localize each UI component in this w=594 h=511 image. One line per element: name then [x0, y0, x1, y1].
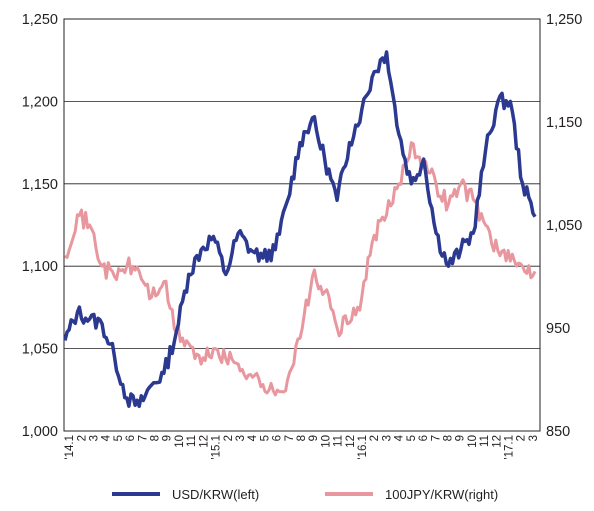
x-tick-label: '14.1 [64, 435, 76, 460]
x-tick-label: 8 [296, 435, 308, 441]
x-tick-label: 2 [516, 435, 528, 441]
x-tick-label: 2 [76, 435, 88, 441]
legend-label-jpy: 100JPY/KRW(right) [385, 487, 498, 502]
x-tick-label: 10 [174, 435, 186, 448]
x-tick-label: '16.1 [357, 435, 369, 460]
x-tick-label: 10 [320, 435, 332, 448]
x-tick-label: 5 [406, 435, 418, 441]
left-tick-label: 1,100 [22, 259, 58, 275]
x-tick-label: 2 [369, 435, 381, 441]
x-tick-label: 3 [89, 435, 101, 441]
x-tick-label: 7 [430, 435, 442, 441]
x-tick-label: 5 [113, 435, 125, 441]
series-group [63, 50, 537, 409]
x-tick-label: 6 [272, 435, 284, 441]
x-tick-label: 4 [247, 434, 259, 441]
series-line-usd-krw [63, 50, 537, 409]
x-tick-label: 12 [198, 435, 210, 448]
x-tick-label: 5 [259, 435, 271, 441]
left-tick-label: 1,200 [22, 94, 58, 110]
x-tick-label: 11 [333, 435, 345, 447]
x-tick-label: 7 [284, 435, 296, 441]
left-tick-label: 1,150 [22, 177, 58, 193]
left-tick-label: 1,000 [22, 424, 58, 440]
x-tick-label: 4 [101, 434, 113, 441]
x-tick-label: 12 [345, 435, 357, 448]
x-axis-ticks: '14.1 2 3 4 5 6 7 8 9 10 11 12'15.1 2 3 4 5 6 7 8 9 10 11 12'1… [64, 434, 540, 459]
x-tick-label: 9 [162, 435, 174, 441]
legend-label-usd: USD/KRW(left) [172, 487, 259, 502]
plot-frame [63, 18, 541, 432]
x-tick-label: '17.1 [503, 435, 515, 460]
x-tick-label: 3 [381, 435, 393, 441]
x-tick-label: 4 [394, 434, 406, 441]
x-tick-label: 8 [150, 435, 162, 441]
x-tick-label: 11 [479, 435, 491, 447]
left-axis-ticks: 1,000 1,050 1,100 1,150 1,200 1,250 [22, 12, 58, 440]
right-axis-ticks: 850 950 1,050 1,150 1,250 [546, 12, 582, 440]
right-tick-label: 1,150 [546, 115, 582, 131]
right-tick-label: 950 [546, 321, 570, 337]
x-tick-label: 11 [186, 435, 198, 447]
x-tick-label: 3 [528, 435, 540, 441]
x-tick-label: 9 [455, 435, 467, 441]
x-tick-label: 7 [137, 435, 149, 441]
gridlines [64, 18, 540, 432]
x-tick-label: 12 [491, 435, 503, 448]
left-tick-label: 1,050 [22, 342, 58, 358]
x-tick-label: 6 [418, 435, 430, 441]
x-tick-label: 3 [235, 435, 247, 441]
x-tick-label: 2 [223, 435, 235, 441]
left-tick-label: 1,250 [22, 12, 58, 28]
x-tick-label: '15.1 [211, 435, 223, 460]
right-tick-label: 1,050 [546, 218, 582, 234]
right-tick-label: 850 [546, 424, 570, 440]
x-tick-label: 6 [125, 435, 137, 441]
x-tick-label: 10 [467, 435, 479, 448]
series-line-jpy-krw [64, 141, 537, 397]
right-tick-label: 1,250 [546, 12, 582, 28]
x-tick-label: 9 [308, 435, 320, 441]
legend: USD/KRW(left) 100JPY/KRW(right) [112, 487, 498, 502]
x-tick-label: 8 [442, 435, 454, 441]
